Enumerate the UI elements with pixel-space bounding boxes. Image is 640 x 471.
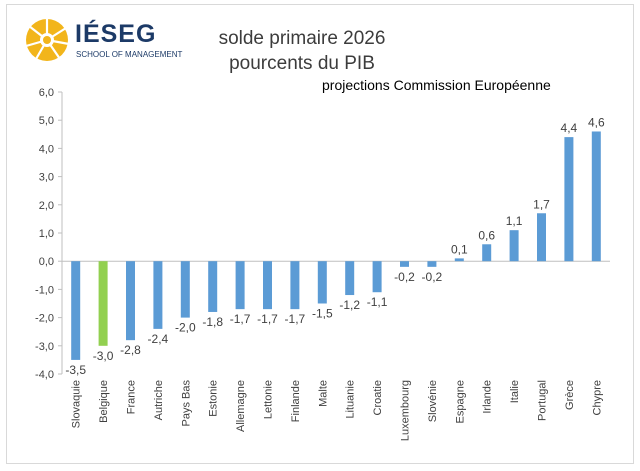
bar-portugal [537,213,546,262]
bar-luxembourg [400,261,409,267]
data-label: -1,5 [312,307,333,321]
x-tick-label: Lettonie [263,380,275,419]
data-label: -2,4 [148,332,169,346]
logo-wordmark: IÉSEG [75,20,157,48]
data-label: -1,7 [230,312,251,326]
chart-subtitle: pourcents du PIB [229,53,375,74]
x-tick-label: Portugal [537,380,549,421]
bar-finlande [290,261,300,310]
data-label: -0,2 [422,270,443,284]
bar-paysbas [180,261,190,318]
bar-slovaquie [71,261,81,360]
x-tick-label: Irlande [482,380,494,414]
bar-grce [564,137,574,262]
x-tick-label: France [126,380,138,414]
x-tick-label: Malte [317,380,329,407]
bar-irlande [482,244,492,262]
bar-allemagne [235,261,245,310]
y-tick-label: 0,0 [39,256,54,268]
x-tick-label: Estonie [208,380,220,417]
bar-slovnie [427,261,437,267]
x-tick-label: Slovaquie [71,380,83,428]
logo-tagline: SCHOOL OF MANAGEMENT [76,50,183,59]
data-label: 4,4 [561,121,578,135]
bar-espagne [454,258,464,262]
bar-lettonie [263,261,272,310]
bar-malte [317,261,327,304]
data-label: 1,1 [506,214,523,228]
x-tick-label: Allemagne [235,380,247,432]
x-tick-label: Italie [509,380,521,403]
y-tick-label: 6,0 [39,87,54,99]
x-tick-label: Autriche [153,380,165,420]
y-tick-label: -3,0 [35,341,54,353]
data-label: -1,2 [339,298,360,312]
sun-logo-icon [25,17,70,61]
data-label: -1,8 [202,315,223,329]
data-label: -2,8 [120,343,141,357]
data-label: -1,7 [257,312,278,326]
bar-chypre [591,131,601,262]
chart-annotation: projections Commission Européenne [322,77,551,93]
bar-croatie [372,261,382,293]
data-label: -3,5 [65,363,86,377]
bar-france [126,261,135,341]
x-tick-label: Belgique [98,380,110,423]
x-tick-label: Slovénie [427,380,439,422]
y-tick-label: 5,0 [39,115,54,127]
bar-estonie [208,261,218,312]
data-label: 1,7 [533,197,550,211]
chart-title: solde primaire 2026 [218,28,386,49]
x-tick-label: Croatie [372,380,384,415]
y-tick-label: 3,0 [39,172,54,184]
data-label: -3,0 [93,349,114,363]
x-tick-label: Luxembourg [400,380,412,441]
x-tick-label: Lituanie [345,380,357,419]
bar-belgique [98,261,108,346]
y-tick-label: -1,0 [35,284,54,296]
ieseg-logo: IÉSEG SCHOOL OF MANAGEMENT [22,14,182,64]
y-tick-label: 1,0 [39,228,54,240]
data-label: -2,0 [175,321,196,335]
y-tick-label: -4,0 [35,369,54,381]
bar-lituanie [345,261,355,296]
x-tick-label: Finlande [290,380,302,422]
x-tick-label: Pays Bas [180,380,192,427]
chart-frame [6,4,634,464]
data-label: 0,6 [478,228,495,242]
bar-italie [509,230,519,262]
x-tick-label: Chypre [591,380,603,415]
data-label: -1,1 [367,295,388,309]
y-tick-label: 4,0 [39,143,54,155]
y-tick-label: -2,0 [35,313,54,325]
data-label: -1,7 [285,312,306,326]
x-tick-label: Espagne [454,380,466,423]
y-tick-label: 2,0 [39,200,54,212]
data-label: -0,2 [394,270,415,284]
data-label: 0,1 [451,242,468,256]
bar-autriche [153,261,163,329]
data-label: 4,6 [588,115,605,129]
x-tick-label: Grèce [564,380,576,410]
